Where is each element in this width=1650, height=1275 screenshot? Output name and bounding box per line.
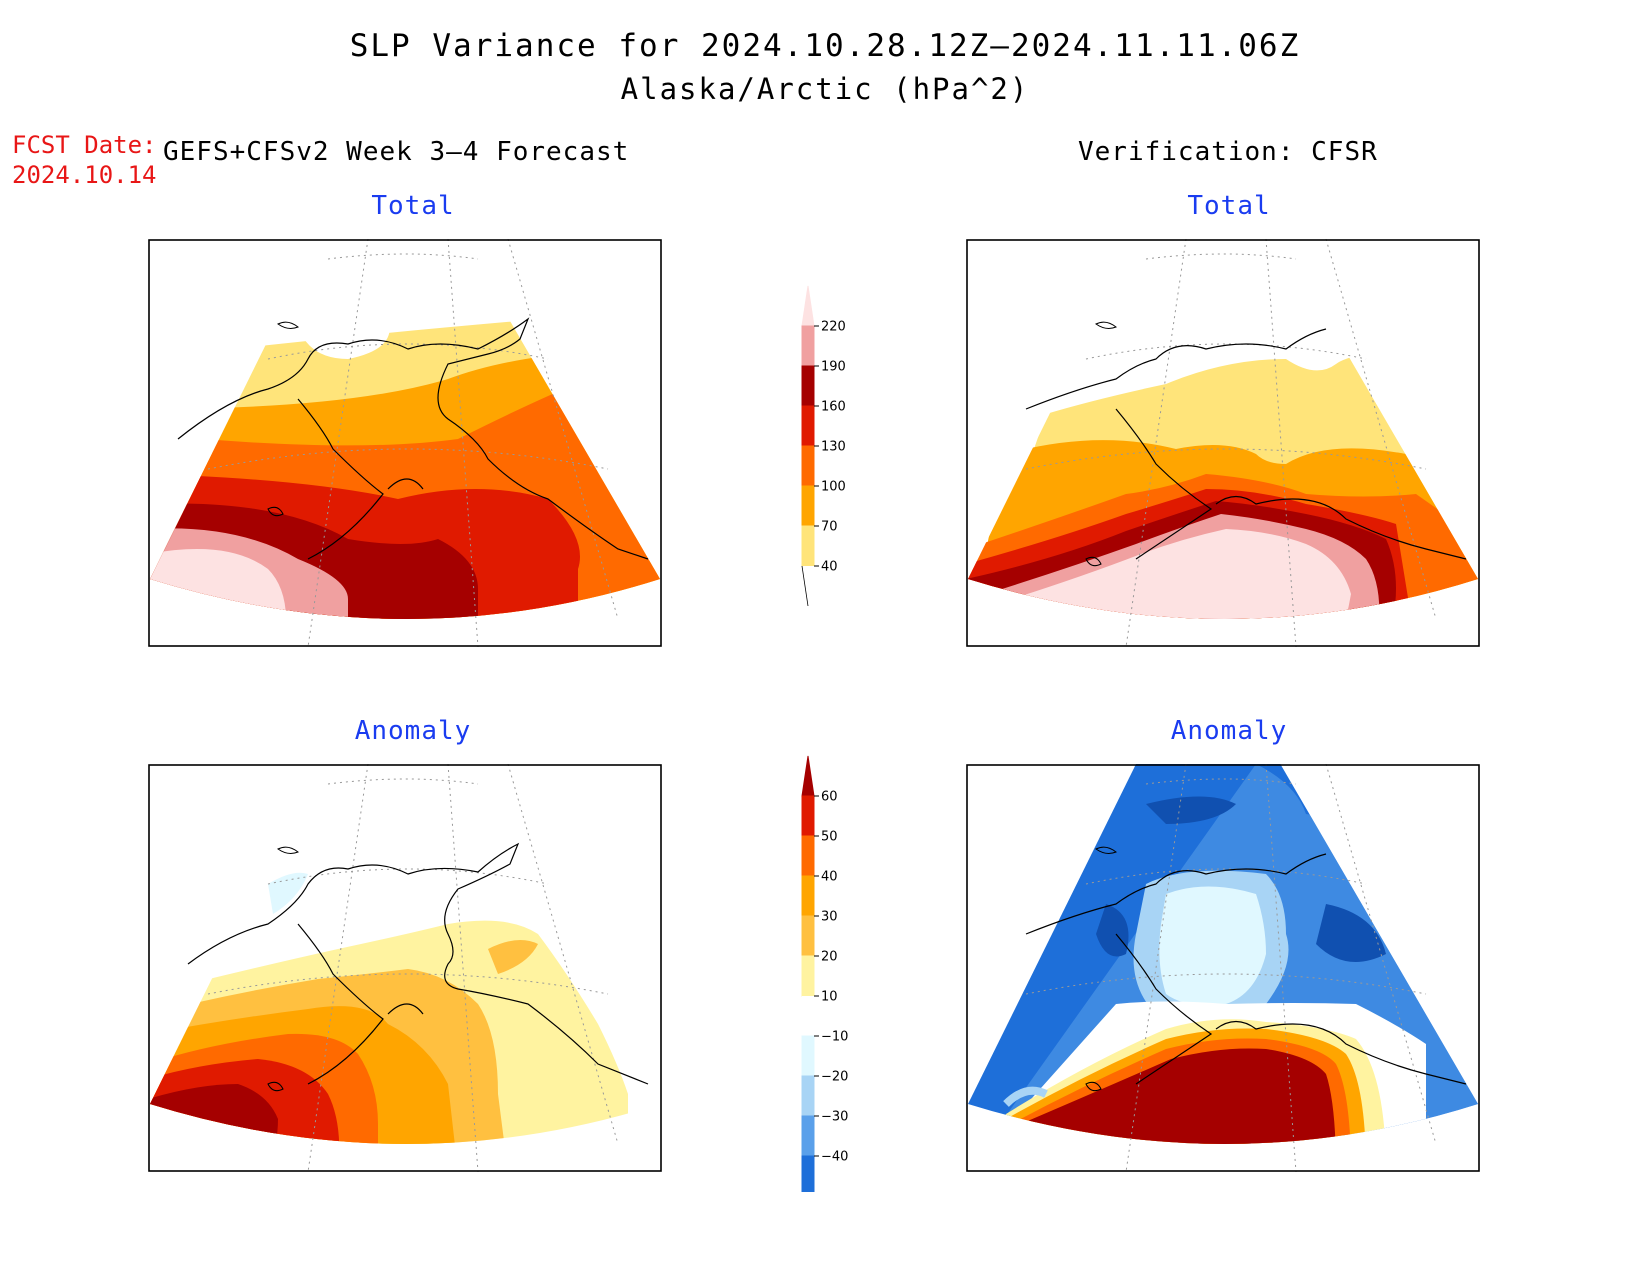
total-colorbar-swatch (801, 445, 815, 487)
fcst-date-value: 2024.10.14 (12, 161, 157, 189)
anomaly-colorbar-swatch (802, 996, 814, 1036)
total-colorbar-swatch (801, 485, 815, 527)
anomaly-colorbar: 60 50 40 30 20 10 −10 −20 −30 −40 (801, 755, 848, 1192)
fcst-anomaly-map (148, 764, 662, 1172)
anomaly-colorbar-swatch (801, 835, 815, 877)
verif-total-map (966, 239, 1480, 647)
total-colorbar-tick-label: 190 (821, 360, 846, 375)
anomaly-colorbar-tick-label: −10 (821, 1030, 848, 1045)
verification-source-label: Verification: CFSR (1078, 137, 1378, 167)
total-colorbar-tick-label: 70 (821, 520, 838, 535)
total-colorbar-tick-label: 100 (821, 480, 846, 495)
anomaly-colorbar-swatch (801, 1155, 815, 1192)
fcst-total-title: Total (371, 191, 455, 221)
anomaly-colorbar-tick-label: 50 (821, 830, 838, 845)
verif-total-title: Total (1187, 191, 1271, 221)
total-colorbar-end-outline (801, 565, 809, 607)
total-colorbar-tick-label: 130 (821, 440, 846, 455)
total-colorbar-swatch (801, 525, 815, 567)
total-colorbar-swatch (802, 566, 814, 606)
anomaly-colorbar-tick-label: −30 (821, 1110, 848, 1125)
anomaly-colorbar-swatch (801, 1035, 815, 1077)
anomaly-colorbar-tick-label: 10 (821, 990, 838, 1005)
anomaly-colorbar-swatch (801, 955, 815, 997)
anomaly-colorbar-swatch (801, 795, 815, 837)
total-colorbar-tick-label: 220 (821, 320, 846, 335)
total-colorbar: 220 190 160 130 100 70 40 (801, 285, 846, 607)
anomaly-colorbar-swatch (801, 875, 815, 917)
anomaly-colorbar-tick-label: 20 (821, 950, 838, 965)
anomaly-colorbar-tick-label: −20 (821, 1070, 848, 1085)
total-colorbar-swatch (801, 285, 815, 327)
anomaly-colorbar-tick-label: 30 (821, 910, 838, 925)
forecast-source-label: GEFS+CFSv2 Week 3–4 Forecast (163, 137, 630, 167)
fcst-date-label: FCST Date: (12, 131, 157, 159)
total-colorbar-swatch (801, 405, 815, 447)
anomaly-colorbar-swatch (801, 755, 815, 797)
total-colorbar-swatch (801, 365, 815, 407)
anomaly-colorbar-swatch (801, 1115, 815, 1157)
total-colorbar-tick-label: 40 (821, 560, 838, 575)
anomaly-colorbar-swatch (801, 915, 815, 957)
verif-anomaly-title: Anomaly (1170, 716, 1288, 746)
total-colorbar-swatch (801, 325, 815, 367)
figure-subtitle: Alaska/Arctic (hPa^2) (620, 72, 1030, 106)
verif-anomaly-map (966, 764, 1480, 1172)
anomaly-colorbar-tick-label: 60 (821, 790, 838, 805)
figure-title: SLP Variance for 2024.10.28.12Z–2024.11.… (349, 28, 1301, 64)
total-colorbar-tick-label: 160 (821, 400, 846, 415)
anomaly-colorbar-tick-label: 40 (821, 870, 838, 885)
fcst-total-map (148, 239, 662, 647)
anomaly-colorbar-tick-label: −40 (821, 1150, 848, 1165)
anomaly-colorbar-swatch (801, 1075, 815, 1117)
fcst-anomaly-title: Anomaly (354, 716, 472, 746)
